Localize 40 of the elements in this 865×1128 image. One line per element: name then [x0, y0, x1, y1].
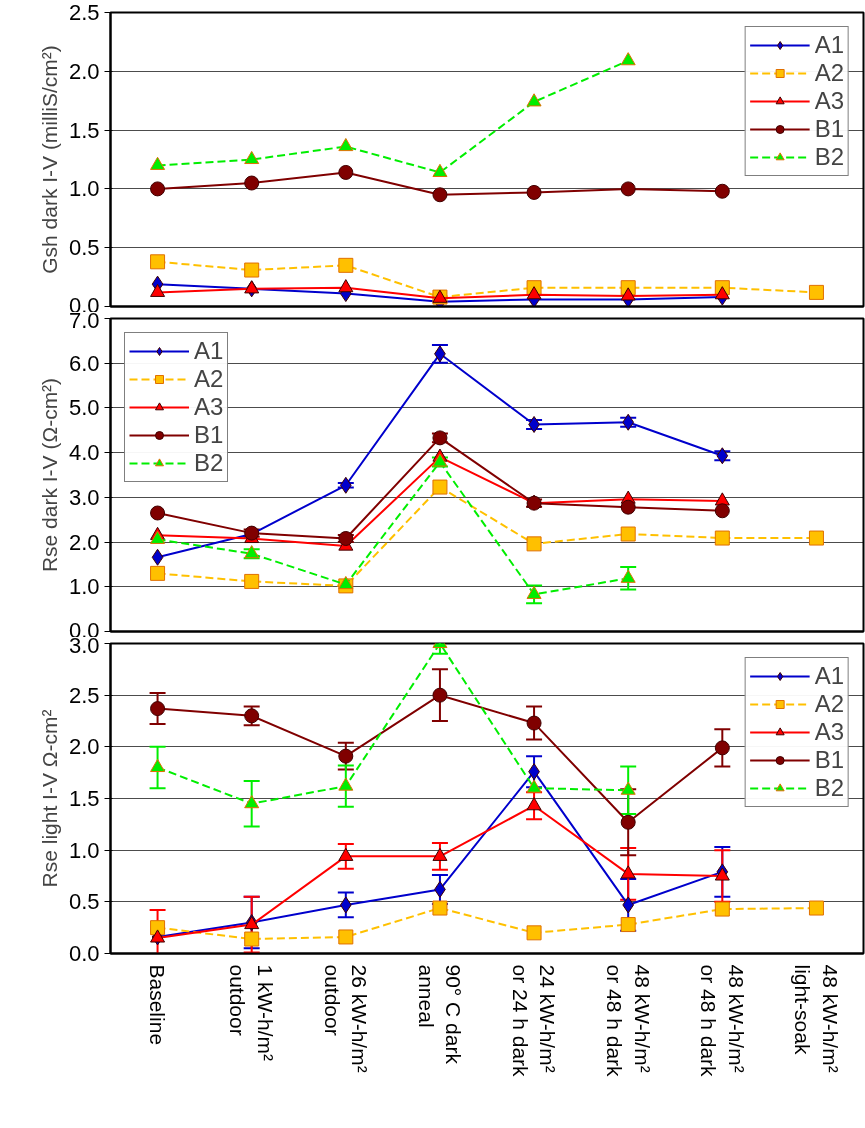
y-tick-label: 4.0: [68, 440, 100, 466]
y-tick-label: 2.5: [68, 0, 100, 25]
y-axis-title: Rse light I-V Ω-cm²: [37, 709, 61, 888]
x-tick-label: 90° C dark anneal: [414, 964, 466, 1065]
y-axis-title: Rse dark I-V (Ω-cm²): [37, 377, 61, 573]
legend-label: B2: [814, 774, 844, 802]
x-tick-label: 1 kW-h/m² outdoor: [226, 964, 277, 1061]
legend-label: B1: [814, 746, 844, 774]
y-tick-label: 6.0: [68, 350, 100, 376]
y-tick-label: 1.5: [68, 786, 100, 811]
y-tick-label: 2.0: [68, 58, 100, 84]
y-tick-label: 1.0: [68, 176, 100, 202]
y-tick-label: 1.5: [68, 117, 100, 143]
legend-label: A2: [814, 690, 844, 718]
y-axis-title: Gsh dark I-V (milliS/cm²): [37, 45, 61, 274]
legend-label: B1: [814, 115, 844, 143]
legend-label: A1: [814, 662, 844, 690]
legend-label: A1: [194, 337, 224, 365]
y-tick-label: 5.0: [68, 395, 100, 421]
legend-label: A2: [194, 365, 224, 393]
y-tick-label: 2.0: [68, 529, 100, 555]
y-tick-label: 1.0: [68, 574, 100, 600]
legend-label: A1: [814, 31, 844, 59]
y-tick-label: 2.5: [68, 682, 100, 708]
y-tick-label: 0.0: [68, 941, 100, 966]
legend-label: A2: [814, 59, 844, 87]
y-tick-label: 1.0: [68, 837, 100, 863]
legend-label: B2: [194, 449, 224, 477]
legend-label: A3: [814, 87, 844, 115]
x-tick-label: 26 kW-h/m² outdoor: [320, 964, 372, 1073]
legend-label: B2: [814, 143, 844, 171]
x-tick-label: 48 kW-h/m² light-soak: [791, 964, 842, 1073]
y-tick-label: 0.5: [68, 235, 100, 261]
legend-label: A3: [194, 393, 224, 421]
y-tick-label: 0.5: [68, 889, 100, 915]
y-tick-label: 2.0: [68, 734, 100, 760]
legend-label: A3: [814, 718, 844, 746]
y-tick-label: 3.0: [68, 484, 100, 510]
legend-label: B1: [194, 421, 224, 449]
x-tick-label: Baseline: [146, 964, 170, 1046]
